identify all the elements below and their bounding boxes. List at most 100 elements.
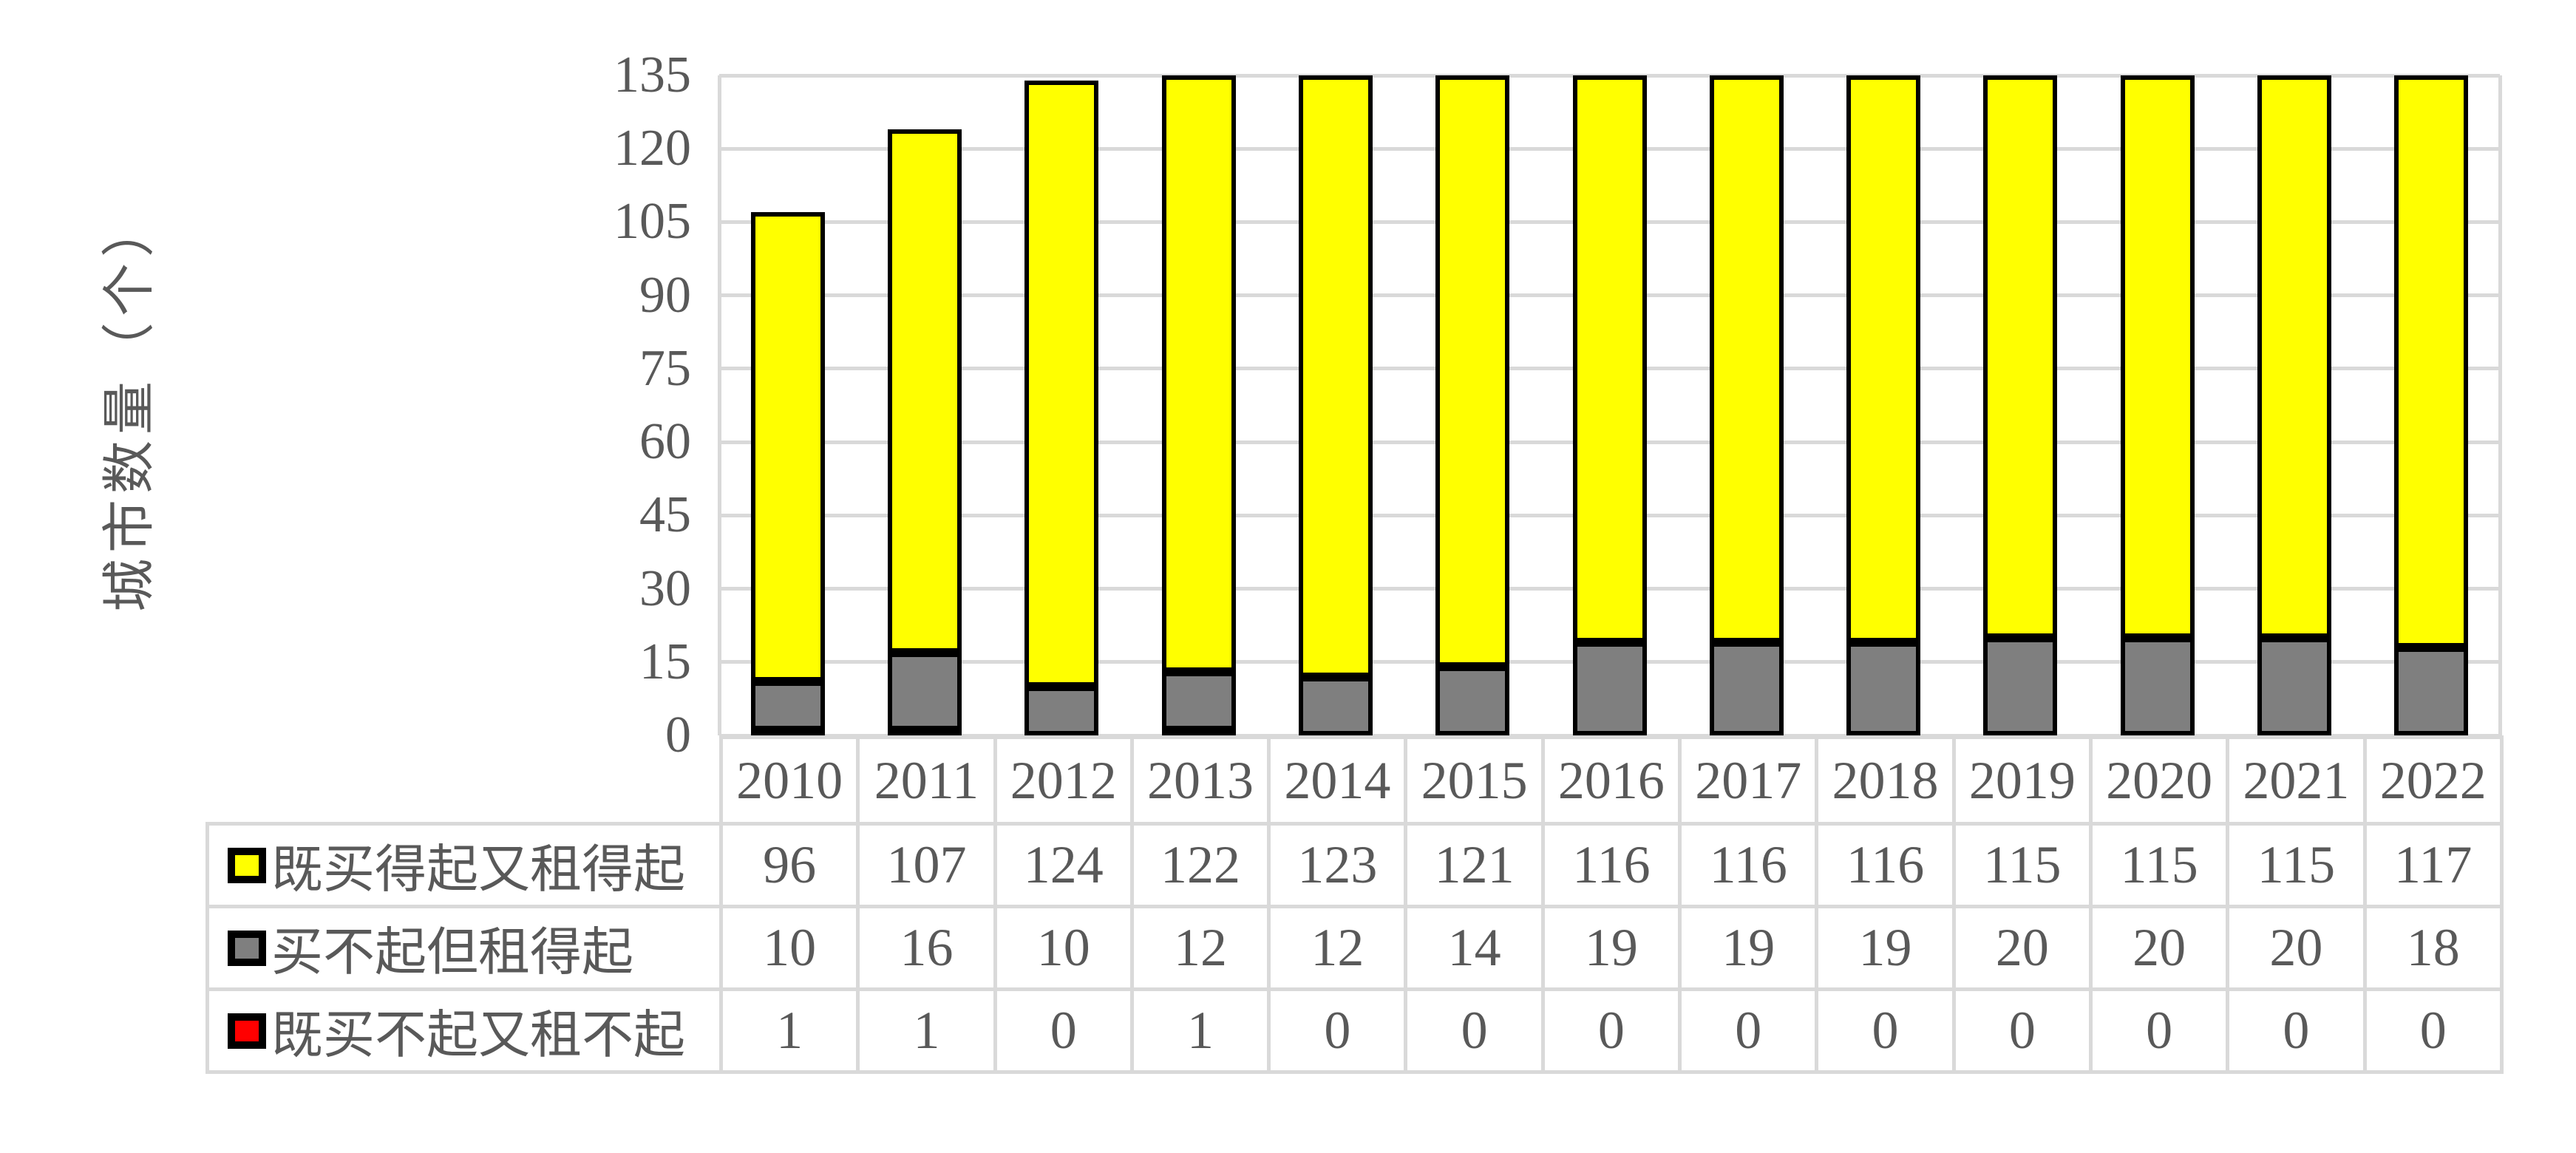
bar-segment-rent-only-affordable — [2120, 637, 2195, 735]
x-category-label: 2010 — [718, 735, 860, 826]
table-value-cell: 1 — [718, 987, 860, 1074]
table-value-cell: 0 — [2088, 987, 2230, 1074]
bar-segment-affordable-buy-and-rent — [750, 212, 825, 682]
table-value-cell: 0 — [1678, 987, 1819, 1074]
legend-text: 既买不起又租不起 — [271, 1007, 685, 1064]
y-tick-label: 60 — [639, 413, 691, 471]
table-value-cell: 20 — [2088, 905, 2230, 991]
table-value-cell: 116 — [1815, 822, 1956, 908]
bar-segment-affordable-buy-and-rent — [1983, 75, 2058, 638]
y-tick-label: 120 — [614, 120, 691, 177]
bar-segment-affordable-buy-and-rent — [2257, 75, 2332, 638]
bar-segment-affordable-buy-and-rent — [1572, 75, 1647, 643]
table-value-cell: 10 — [993, 905, 1134, 991]
table-value-cell: 0 — [1267, 987, 1408, 1074]
legend-text: 买不起但租得起 — [271, 925, 633, 982]
bar-segment-affordable-buy-and-rent — [1846, 75, 1921, 643]
table-value-cell: 116 — [1678, 822, 1819, 908]
legend-label-affordable-buy-and-rent: 既买得起又租得起 — [205, 822, 723, 908]
table-value-cell: 14 — [1404, 905, 1545, 991]
bar-segment-rent-only-affordable — [1846, 642, 1921, 735]
y-tick-label: 45 — [639, 486, 691, 544]
legend-text: 既买得起又租得起 — [271, 842, 685, 899]
bar-segment-rent-only-affordable — [1435, 667, 1510, 735]
legend-swatch-neither-affordable — [228, 1013, 266, 1049]
legend-label-neither-affordable: 既买不起又租不起 — [205, 987, 723, 1074]
y-tick-label: 30 — [639, 560, 691, 617]
legend-label-rent-only-affordable: 买不起但租得起 — [205, 905, 723, 991]
table-value-cell: 0 — [2362, 987, 2504, 1074]
bar-segment-affordable-buy-and-rent — [1161, 75, 1236, 673]
table-value-cell: 12 — [1129, 905, 1271, 991]
table-row: 买不起但租得起 10 16 10 12 12 14 19 19 19 20 20 20 18 — [205, 905, 2504, 991]
x-category-label: 2021 — [2226, 735, 2367, 826]
gridline — [719, 73, 2500, 78]
table-value-cell: 123 — [1267, 822, 1408, 908]
table-value-cell: 115 — [1951, 822, 2093, 908]
plot-right-border — [2498, 75, 2502, 735]
table-row: 既买得起又租得起 96 107 124 122 123 121 116 116 116 115 115… — [205, 822, 2504, 908]
x-category-label: 2018 — [1815, 735, 1956, 826]
table-row: 既买不起又租不起 1 1 0 1 0 0 0 0 0 0 0 0 0 — [205, 987, 2504, 1074]
table-value-cell: 18 — [2362, 905, 2504, 991]
table-value-cell: 20 — [2226, 905, 2367, 991]
bar-segment-rent-only-affordable — [1298, 676, 1373, 735]
x-category-label: 2013 — [1129, 735, 1271, 826]
table-value-cell: 124 — [993, 822, 1134, 908]
table-value-cell: 0 — [1404, 987, 1545, 1074]
bar-segment-rent-only-affordable — [887, 652, 962, 731]
legend-swatch-affordable-buy-and-rent — [228, 847, 266, 883]
y-tick-label: 135 — [614, 47, 691, 103]
bar-segment-affordable-buy-and-rent — [1024, 80, 1099, 687]
table-value-cell: 1 — [1129, 987, 1271, 1074]
bar-segment-rent-only-affordable — [1161, 672, 1236, 731]
x-category-label: 2019 — [1951, 735, 2093, 826]
bar-segment-affordable-buy-and-rent — [2394, 75, 2469, 647]
plot-left-border — [717, 75, 721, 735]
table-value-cell: 0 — [993, 987, 1134, 1074]
legend-swatch-rent-only-affordable — [228, 930, 266, 966]
table-value-cell: 12 — [1267, 905, 1408, 991]
bar-segment-rent-only-affordable — [1983, 637, 2058, 735]
x-axis-line — [719, 733, 2500, 738]
table-value-cell: 115 — [2226, 822, 2367, 908]
x-category-label: 2016 — [1540, 735, 1682, 826]
table-value-cell: 0 — [1815, 987, 1956, 1074]
y-tick-label: 90 — [639, 266, 691, 324]
y-axis-tick-labels: 0 15 30 45 60 75 90 105 120 135 — [0, 47, 691, 763]
table-value-cell: 122 — [1129, 822, 1271, 908]
x-category-label: 2011 — [856, 735, 997, 826]
table-value-cell: 96 — [718, 822, 860, 908]
bar-segment-affordable-buy-and-rent — [1435, 75, 1510, 667]
table-value-cell: 0 — [2226, 987, 2367, 1074]
bar-segment-rent-only-affordable — [2257, 637, 2332, 735]
y-tick-label: 0 — [665, 707, 691, 763]
table-value-cell: 116 — [1540, 822, 1682, 908]
bar-segment-rent-only-affordable — [1024, 686, 1099, 735]
table-value-cell: 107 — [856, 822, 997, 908]
bar-segment-rent-only-affordable — [750, 681, 825, 731]
table-value-cell: 117 — [2362, 822, 2504, 908]
bar-segment-affordable-buy-and-rent — [1298, 75, 1373, 677]
bar-segment-affordable-buy-and-rent — [887, 129, 962, 653]
x-category-label: 2015 — [1404, 735, 1545, 826]
table-value-cell: 20 — [1951, 905, 2093, 991]
bar-segment-affordable-buy-and-rent — [1709, 75, 1784, 643]
y-tick-label: 15 — [639, 633, 691, 690]
x-category-label: 2020 — [2088, 735, 2230, 826]
x-category-label: 2014 — [1267, 735, 1408, 826]
table-value-cell: 121 — [1404, 822, 1545, 908]
table-value-cell: 10 — [718, 905, 860, 991]
table-value-cell: 1 — [856, 987, 997, 1074]
table-value-cell: 0 — [1540, 987, 1682, 1074]
x-category-label: 2012 — [993, 735, 1134, 826]
table-value-cell: 19 — [1815, 905, 1956, 991]
data-table: 2010 2011 2012 2013 2014 2015 2016 2017 2018 2019… — [205, 735, 2504, 1074]
x-category-label: 2022 — [2362, 735, 2504, 826]
table-corner-spacer — [208, 738, 721, 824]
bar-segment-affordable-buy-and-rent — [2120, 75, 2195, 638]
table-value-cell: 19 — [1678, 905, 1819, 991]
bar-segment-rent-only-affordable — [1709, 642, 1784, 735]
y-tick-label: 105 — [614, 193, 691, 251]
table-value-cell: 16 — [856, 905, 997, 991]
